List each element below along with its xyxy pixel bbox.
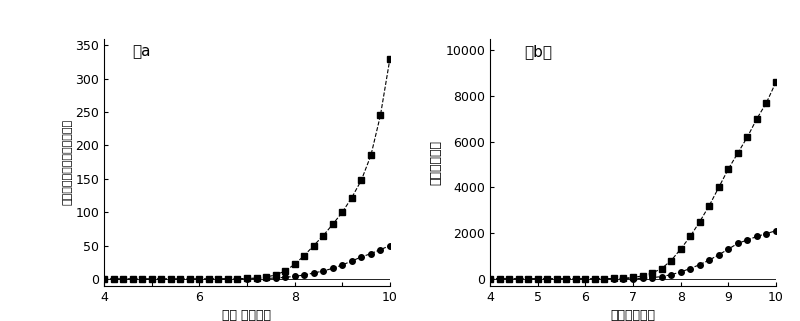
X-axis label: 电压 （伏特）: 电压 （伏特） [222,309,271,321]
Y-axis label: 亮度（尼特）: 亮度（尼特） [430,140,442,185]
Text: （b）: （b） [524,44,552,59]
X-axis label: 电压（伏特）: 电压（伏特） [610,309,655,321]
Y-axis label: 电流密度（毫安每平方厘米）: 电流密度（毫安每平方厘米） [62,119,73,205]
Text: （a: （a [133,44,151,59]
